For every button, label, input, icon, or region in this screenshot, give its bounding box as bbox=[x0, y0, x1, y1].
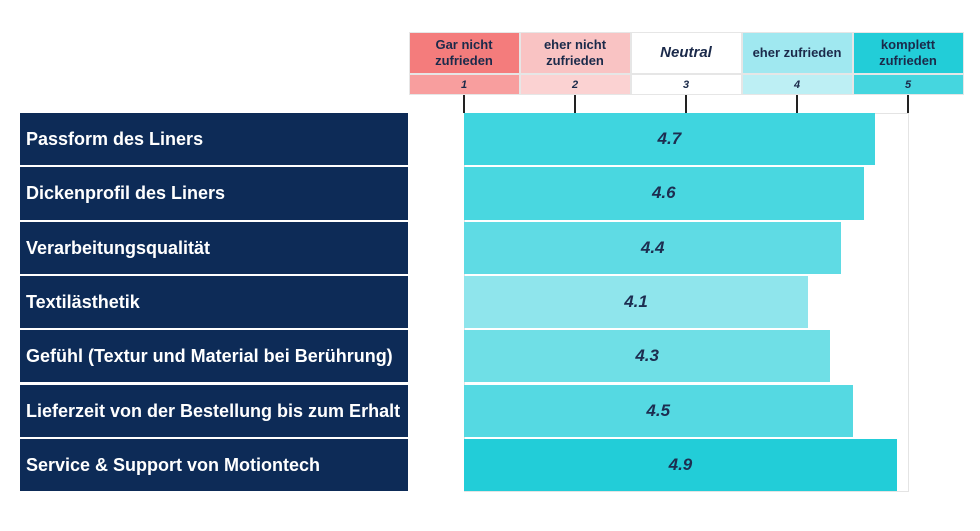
value-label: 4.1 bbox=[624, 292, 648, 312]
value-label: 4.7 bbox=[657, 129, 682, 149]
value-label: 4.6 bbox=[651, 183, 676, 203]
value-label: 4.4 bbox=[640, 237, 665, 257]
x-tick-label: 3 bbox=[630, 74, 742, 95]
bar bbox=[464, 113, 875, 166]
x-tick-label: 1 bbox=[408, 74, 520, 95]
value-label: 4.9 bbox=[668, 454, 693, 474]
x-tick-label: 4 bbox=[741, 74, 853, 95]
bar bbox=[464, 384, 853, 437]
category-label: Verarbeitungsqualität bbox=[20, 221, 408, 274]
tick-mark bbox=[463, 95, 465, 113]
value-label: 4.3 bbox=[635, 346, 659, 366]
category-label: Lieferzeit von der Bestellung bis zum Er… bbox=[20, 384, 408, 437]
category-label: Textilästhetik bbox=[20, 275, 408, 329]
scale-label: eher nicht zufrieden bbox=[519, 32, 631, 74]
tick-mark bbox=[574, 95, 576, 113]
category-label: Gefühl (Textur und Material bei Berührun… bbox=[20, 330, 408, 383]
scale-label: Neutral bbox=[630, 32, 742, 74]
x-tick-label: 5 bbox=[852, 74, 964, 95]
bar bbox=[464, 221, 842, 274]
bar bbox=[464, 275, 809, 329]
x-tick-label: 2 bbox=[519, 74, 631, 95]
bar bbox=[464, 167, 864, 220]
scale-label: Gar nicht zufrieden bbox=[408, 32, 520, 74]
category-label: Passform des Liners bbox=[20, 113, 408, 166]
scale-label: komplett zufrieden bbox=[852, 32, 964, 74]
tick-mark bbox=[796, 95, 798, 113]
category-label: Service & Support von Motiontech bbox=[20, 438, 408, 492]
tick-mark bbox=[685, 95, 687, 113]
bar bbox=[464, 438, 897, 492]
tick-mark bbox=[907, 95, 909, 113]
category-label: Dickenprofil des Liners bbox=[20, 167, 408, 220]
scale-label: eher zufrieden bbox=[741, 32, 853, 74]
value-label: 4.5 bbox=[646, 400, 671, 420]
bar bbox=[464, 330, 831, 383]
